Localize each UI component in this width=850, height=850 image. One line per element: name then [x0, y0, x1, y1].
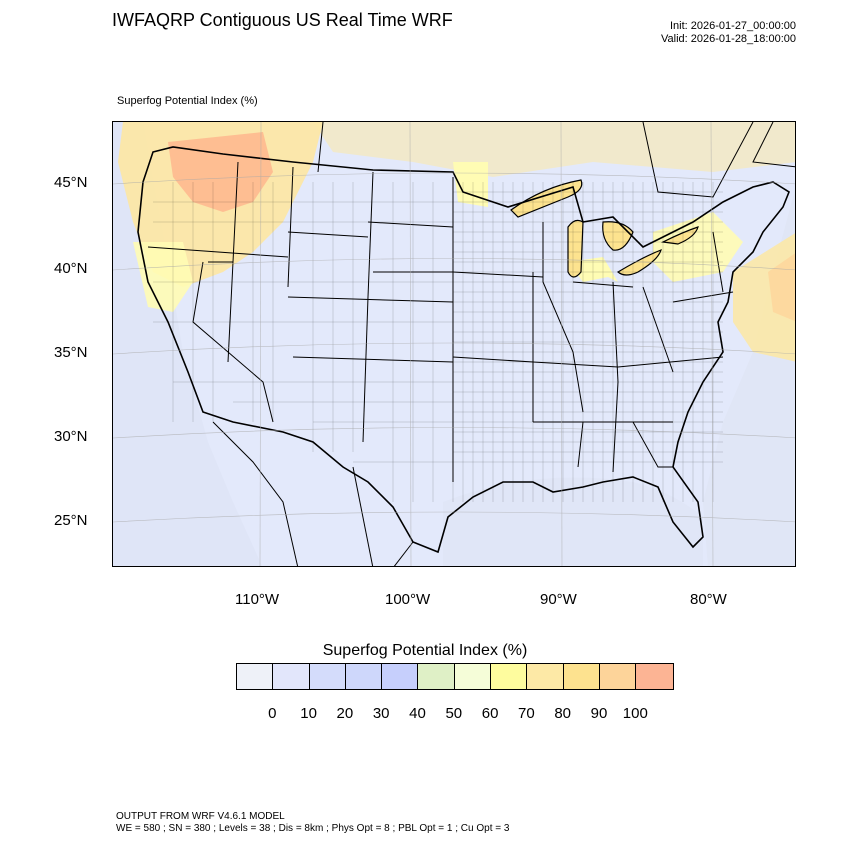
colorbar-title: Superfog Potential Index (%)	[322, 642, 528, 659]
colorbar-box-0	[237, 664, 274, 689]
colorbar-box-2	[309, 664, 346, 689]
valid-time: Valid: 2026-01-28_18:00:00	[661, 33, 796, 45]
superfog-minnesota-low	[453, 162, 488, 207]
colorbar-tick-label: 70	[518, 705, 535, 722]
colorbar-tick-label: 0	[268, 705, 277, 722]
superfog-atlantic-high	[768, 253, 795, 322]
lat-label-45: 45°N	[54, 174, 88, 191]
lake-erie	[616, 248, 662, 276]
county-lines	[153, 182, 723, 502]
gulf-of-mexico	[443, 477, 703, 566]
colorbar-box-10	[599, 664, 637, 689]
field-label: Superfog Potential Index (%)	[117, 95, 258, 107]
superfog-pnw-high	[168, 132, 273, 212]
international-boundaries	[212, 122, 795, 566]
lat-label-40: 40°N	[54, 260, 88, 277]
lat-label-25: 25°N	[54, 512, 88, 529]
colorbar	[236, 663, 674, 690]
colorbar-tick-label: 10	[300, 705, 317, 722]
superfog-oregon-low	[133, 242, 193, 312]
footer-model: OUTPUT FROM WRF V4.6.1 MODEL	[116, 811, 285, 822]
map-panel	[112, 121, 796, 567]
footer-config: WE = 580 ; SN = 380 ; Levels = 38 ; Dis …	[116, 823, 510, 834]
map-svg	[113, 122, 795, 566]
colorbar-tick-label: 90	[590, 705, 608, 722]
colorbar-tick-label: 80	[554, 705, 572, 722]
colorbar-tick-label: 20	[336, 705, 354, 722]
colorbar-tick-label: 100	[622, 705, 648, 722]
map-title: IWFAQRP Contiguous US Real Time WRF	[112, 10, 453, 30]
colorbar-box-11	[636, 664, 673, 689]
lon-label-110w: 110°W	[235, 591, 280, 608]
superfog-northeast-low	[653, 212, 743, 282]
lon-label-90w: 90°W	[540, 591, 577, 608]
colorbar-box-4	[382, 664, 419, 689]
colorbar-tick-label: 30	[372, 705, 390, 722]
superfog-canada-band	[313, 122, 795, 177]
init-time: Init: 2026-01-27_00:00:00	[670, 20, 796, 32]
colorbar-tick-label: 50	[445, 705, 463, 722]
lon-label-100w: 100°W	[385, 591, 431, 608]
colorbar-box-7	[491, 664, 528, 689]
colorbar-box-9	[563, 664, 600, 689]
colorbar-box-6	[454, 664, 492, 689]
lat-label-35: 35°N	[54, 344, 88, 361]
lake-ontario	[660, 226, 699, 245]
colorbar-tick-label: 60	[481, 705, 499, 722]
colorbar-box-8	[527, 664, 564, 689]
colorbar-tick-label: 40	[409, 705, 426, 722]
us-outline	[137, 146, 790, 554]
lat-label-30: 30°N	[54, 428, 88, 445]
lon-label-80w: 80°W	[690, 591, 727, 608]
colorbar-box-1	[273, 664, 310, 689]
lake-michigan	[567, 219, 584, 278]
colorbar-box-5	[418, 664, 455, 689]
graticule	[113, 122, 795, 566]
colorbar-box-3	[345, 664, 383, 689]
